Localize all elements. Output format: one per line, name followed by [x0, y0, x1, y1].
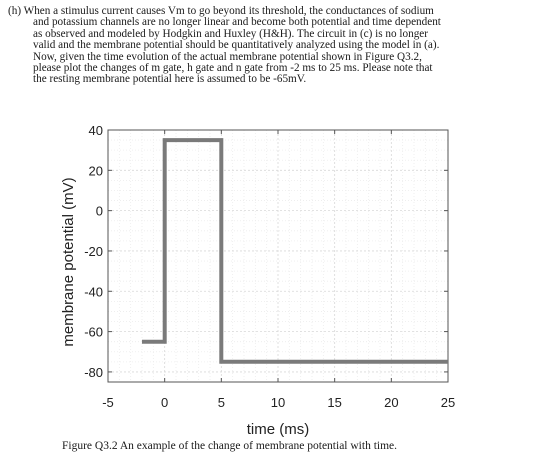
question-line: Now, given the time evolution of the act… [33, 50, 422, 63]
question-line: and potassium channels are no longer lin… [33, 16, 441, 29]
axis-ticks [107, 129, 449, 382]
y-tick-label: -20 [84, 244, 103, 259]
membrane-potential-series-line [142, 138, 448, 364]
y-tick-label: -80 [84, 365, 103, 380]
question-line: as observed and modeled by Hodgkin and H… [33, 27, 428, 40]
y-tick-label: 20 [89, 163, 103, 178]
question-line: the resting membrane potential here is a… [33, 73, 307, 86]
x-tick-label: 10 [271, 395, 285, 410]
x-tick-label: 5 [218, 395, 225, 410]
x-tick-label: 15 [327, 395, 341, 410]
x-tick-label: -5 [102, 395, 114, 410]
x-axis-label: time (ms) [247, 421, 310, 438]
question-line: please plot the changes of m gate, h gat… [33, 62, 433, 75]
y-tick-label: 0 [96, 204, 103, 219]
y-axis-label: membrane potential (mV) [60, 177, 77, 346]
x-tick-label: 25 [441, 395, 455, 410]
series-layer [142, 138, 448, 364]
y-tick-label: -60 [84, 325, 103, 340]
x-tick-label: 0 [161, 395, 168, 410]
question-line: (h) When a stimulus current causes Vm to… [8, 5, 434, 17]
figure-caption: Figure Q3.2 An example of the change of … [62, 440, 398, 452]
question-text: (h) When a stimulus current causes Vm to… [8, 5, 528, 86]
x-tick-label: 20 [384, 395, 398, 410]
y-tick-label: 40 [89, 123, 103, 138]
grid-lines [107, 129, 449, 383]
tick-labels: -5 0 5 10 15 20 25 40 20 0 -20 -40 -60 -80 [84, 123, 455, 410]
y-tick-label: -40 [84, 284, 103, 299]
question-line: valid and the membrane potential should … [33, 39, 440, 52]
